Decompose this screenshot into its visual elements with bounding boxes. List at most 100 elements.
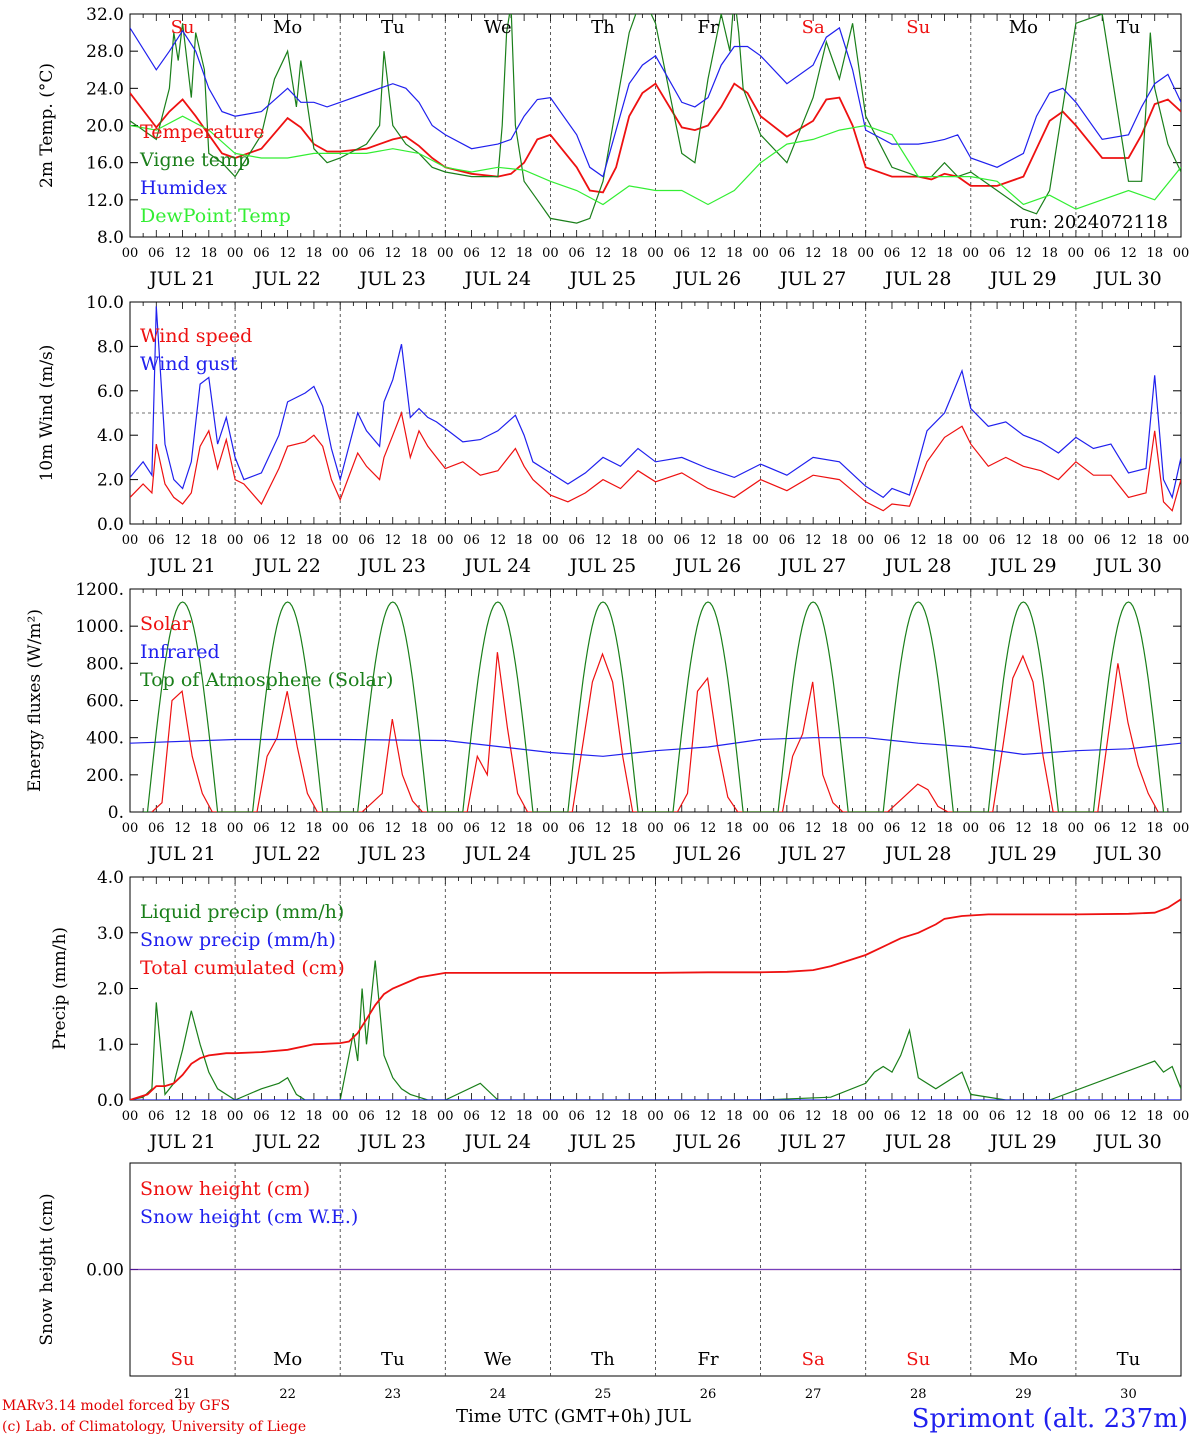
hour-label: 12 <box>805 533 822 548</box>
y-tick-label: 400. <box>86 729 124 749</box>
hour-label: 06 <box>253 821 270 836</box>
x-axis-title: Time UTC (GMT+0h) JUL <box>456 1406 691 1427</box>
series-line-wind-gust <box>130 306 1181 500</box>
hour-label: 00 <box>437 821 454 836</box>
y-tick-label: 800. <box>86 654 124 674</box>
day-number-label: 21 <box>174 1387 191 1402</box>
hour-label: 06 <box>674 1109 691 1124</box>
date-label: JUL 30 <box>1093 1131 1161 1153</box>
hour-label: 00 <box>752 1109 769 1124</box>
panel-frame <box>129 13 1182 238</box>
run-label: run: 2024072118 <box>1010 212 1168 233</box>
date-label: JUL 30 <box>1093 555 1161 577</box>
y-tick-label: 600. <box>86 692 124 712</box>
y-tick-label: 200. <box>86 766 124 786</box>
hour-label: 18 <box>726 246 743 261</box>
date-label: JUL 22 <box>252 555 320 577</box>
hour-label: 12 <box>1015 821 1032 836</box>
hour-label: 18 <box>306 1109 323 1124</box>
hour-label: 06 <box>148 821 165 836</box>
weekday-label-top: Sa <box>802 17 825 38</box>
date-label: JUL 21 <box>147 843 215 865</box>
hour-label: 12 <box>1120 821 1137 836</box>
hour-label: 18 <box>726 533 743 548</box>
hour-label: 18 <box>1041 533 1058 548</box>
hour-label: 06 <box>568 821 585 836</box>
hour-label: 12 <box>595 821 612 836</box>
y-tick-label: 3.0 <box>97 924 124 944</box>
series-line-dewpoint-temp <box>130 115 1181 210</box>
hour-label: 18 <box>831 821 848 836</box>
hour-label: 12 <box>805 821 822 836</box>
day-number-label: 22 <box>279 1387 296 1402</box>
y-tick-label: 10.0 <box>86 293 124 313</box>
hour-label: 12 <box>384 246 401 261</box>
y-axis-label: Precip (mm/h) <box>50 927 70 1050</box>
series-line-temperature <box>130 82 1181 194</box>
hour-label: 12 <box>279 533 296 548</box>
hour-label: 06 <box>148 246 165 261</box>
hour-label: 00 <box>437 1109 454 1124</box>
hour-label: 18 <box>411 1109 428 1124</box>
hour-label: 00 <box>963 821 980 836</box>
hour-label: 12 <box>384 533 401 548</box>
hour-label: 12 <box>1015 1109 1032 1124</box>
y-tick-label: 2.0 <box>97 471 124 491</box>
day-number-label: 24 <box>490 1387 507 1402</box>
hour-label: 06 <box>779 533 796 548</box>
hour-label: 00 <box>227 533 244 548</box>
hour-label: 00 <box>332 1109 349 1124</box>
lab-credit: (c) Lab. of Climatology, University of L… <box>2 1419 307 1435</box>
panel-frame <box>129 588 1182 813</box>
date-label: JUL 27 <box>778 268 846 290</box>
weekday-label-bottom: Tu <box>381 1349 405 1370</box>
hour-label: 06 <box>463 821 480 836</box>
hour-label: 06 <box>674 533 691 548</box>
hour-label: 06 <box>989 533 1006 548</box>
hour-label: 06 <box>253 246 270 261</box>
hour-label: 00 <box>1173 1109 1190 1124</box>
weekday-label-top: Tu <box>1117 17 1141 38</box>
hour-label: 00 <box>542 821 559 836</box>
hour-label: 00 <box>332 533 349 548</box>
date-label: JUL 23 <box>358 268 426 290</box>
y-tick-label: 0. <box>108 803 124 823</box>
date-label: JUL 27 <box>778 1131 846 1153</box>
hour-label: 06 <box>674 821 691 836</box>
hour-label: 06 <box>568 1109 585 1124</box>
hour-label: 00 <box>542 246 559 261</box>
y-tick-label: 0.0 <box>97 1091 124 1111</box>
hour-label: 18 <box>621 533 638 548</box>
y-tick-label: 24.0 <box>86 79 124 99</box>
hour-label: 00 <box>1173 821 1190 836</box>
date-label: JUL 21 <box>147 268 215 290</box>
hour-label: 00 <box>227 821 244 836</box>
hour-label: 00 <box>122 246 139 261</box>
day-number-label: 25 <box>595 1387 612 1402</box>
hour-label: 12 <box>1120 1109 1137 1124</box>
date-label: JUL 24 <box>463 843 531 865</box>
date-label: JUL 27 <box>778 555 846 577</box>
hour-label: 18 <box>201 821 218 836</box>
day-number-label: 23 <box>384 1387 401 1402</box>
hour-label: 12 <box>595 1109 612 1124</box>
hour-label: 18 <box>201 246 218 261</box>
hour-label: 00 <box>1068 246 1085 261</box>
hour-label: 18 <box>516 246 533 261</box>
hour-label: 06 <box>989 1109 1006 1124</box>
y-tick-label: 8.0 <box>97 228 124 248</box>
hour-label: 00 <box>857 821 874 836</box>
y-tick-label: 16.0 <box>86 154 124 174</box>
date-label: JUL 28 <box>883 555 951 577</box>
hour-label: 18 <box>1041 821 1058 836</box>
y-tick-label: 0.0 <box>97 515 124 535</box>
hour-label: 12 <box>1015 246 1032 261</box>
y-tick-label: 4.0 <box>97 868 124 888</box>
date-label: JUL 26 <box>673 843 741 865</box>
legend-entry: Snow precip (mm/h) <box>140 929 336 951</box>
hour-label: 18 <box>306 533 323 548</box>
hour-label: 12 <box>700 246 717 261</box>
hour-label: 06 <box>779 246 796 261</box>
hour-label: 06 <box>358 533 375 548</box>
hour-label: 00 <box>227 246 244 261</box>
